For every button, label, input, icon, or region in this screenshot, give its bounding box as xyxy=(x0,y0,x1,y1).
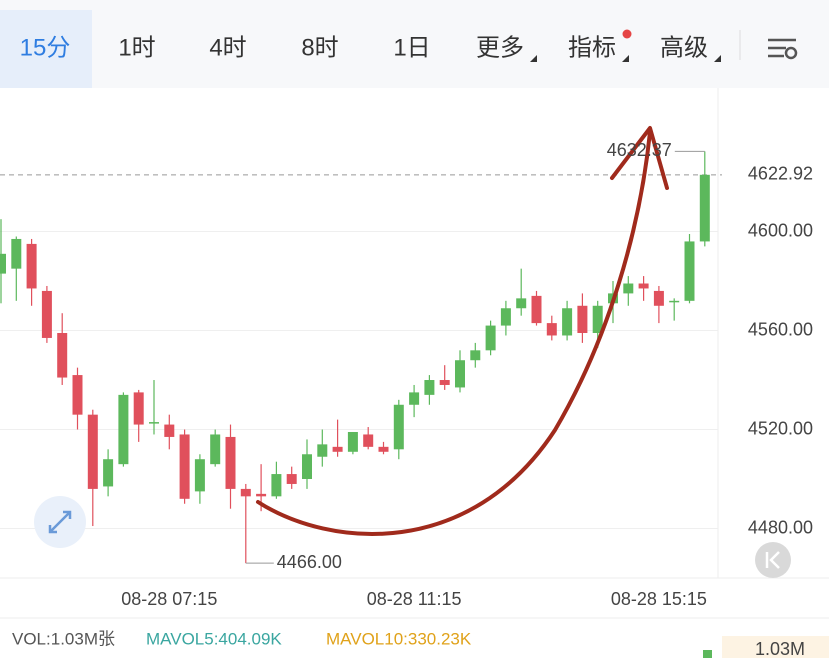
candle-body xyxy=(332,446,343,452)
candle-body xyxy=(179,434,190,499)
candle-body xyxy=(271,474,282,497)
candle-body xyxy=(500,308,511,326)
x-tick-label: 08-28 11:15 xyxy=(367,589,462,609)
candle-body xyxy=(623,283,634,294)
tab[interactable]: 指标 xyxy=(568,34,616,61)
volume-axis-bg xyxy=(722,636,829,658)
candle-body xyxy=(57,333,68,378)
tab[interactable]: 更多 xyxy=(476,34,524,61)
volume-label: VOL:1.03M张 xyxy=(12,629,115,648)
settings-icon[interactable] xyxy=(768,38,798,60)
plot xyxy=(0,150,722,564)
candle-body xyxy=(103,459,114,487)
active-tab-bg xyxy=(0,10,92,88)
candle-body xyxy=(592,305,603,333)
x-tick-label: 08-28 07:15 xyxy=(121,589,217,609)
expand-button[interactable] xyxy=(34,496,86,548)
trend-arrow-head xyxy=(610,126,669,190)
notice-dot xyxy=(622,29,632,39)
candle-body xyxy=(424,380,435,395)
candle-body xyxy=(194,459,205,492)
candle-body xyxy=(378,446,389,452)
candle-body xyxy=(11,238,22,269)
x-tick-label: 08-28 15:15 xyxy=(611,589,707,609)
last-price-label: 4622.92 xyxy=(748,164,813,184)
candle-body xyxy=(455,360,465,388)
candle-body xyxy=(256,493,267,497)
candle-body xyxy=(286,474,297,484)
candle-body xyxy=(669,300,680,303)
annotation-label: 4632.37 xyxy=(607,140,672,160)
candle-body xyxy=(164,424,175,437)
candle-body xyxy=(638,283,649,289)
dropdown-caret xyxy=(714,55,721,62)
candle-body xyxy=(210,434,221,465)
candle-body xyxy=(516,298,527,309)
candle-body xyxy=(684,241,695,301)
candle-body xyxy=(133,392,144,425)
volume-axis-label: 1.03M xyxy=(755,639,805,658)
volume-bar-edge xyxy=(703,650,712,658)
y-tick-label: 4600.00 xyxy=(748,220,813,240)
dropdown-caret xyxy=(622,55,629,62)
candle-body xyxy=(118,394,129,465)
candle-body xyxy=(439,380,450,385)
candle-body xyxy=(546,323,557,336)
candle-body xyxy=(347,431,358,452)
candle-body xyxy=(653,290,664,306)
candle-body xyxy=(149,422,159,424)
candle-body xyxy=(26,243,37,289)
candle-body xyxy=(531,295,542,324)
candle-body xyxy=(240,488,251,497)
candle-body xyxy=(225,436,236,489)
candle-body xyxy=(363,434,374,447)
tab[interactable]: 15分 xyxy=(20,34,71,61)
candle-body xyxy=(562,308,573,336)
trend-arrow xyxy=(256,130,652,536)
tab[interactable]: 4时 xyxy=(209,34,246,61)
candle-body xyxy=(485,325,496,351)
candle-body xyxy=(317,444,328,457)
tab[interactable]: 高级 xyxy=(660,34,708,61)
candle-body xyxy=(41,290,52,338)
tab[interactable]: 1时 xyxy=(118,34,155,61)
mavol10-label: MAVOL10:330.23K xyxy=(326,629,472,648)
dropdown-caret xyxy=(530,55,537,62)
tab[interactable]: 1日 xyxy=(393,34,430,61)
candle-body xyxy=(302,454,312,480)
back-to-latest-button[interactable] xyxy=(755,542,791,578)
tab-bar xyxy=(0,0,829,88)
y-tick-label: 4520.00 xyxy=(748,418,813,438)
annotation-label: 4466.00 xyxy=(277,552,342,572)
candle-body xyxy=(699,174,710,242)
y-tick-label: 4480.00 xyxy=(748,517,813,537)
candle-body xyxy=(470,350,481,361)
mavol5-label: MAVOL5:404.09K xyxy=(146,629,282,648)
candle-body xyxy=(0,253,6,274)
y-tick-label: 4560.00 xyxy=(748,319,813,339)
candle-body xyxy=(72,375,83,415)
candle-body xyxy=(393,404,404,450)
candle-body xyxy=(87,414,98,489)
tab[interactable]: 8时 xyxy=(301,34,338,61)
candle-body xyxy=(577,305,588,333)
candle-body xyxy=(409,392,420,405)
